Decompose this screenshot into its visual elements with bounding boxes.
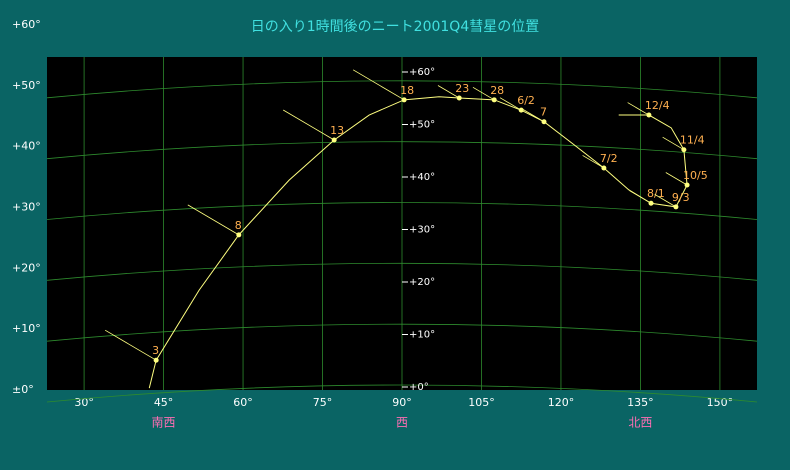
grid-line <box>46 141 758 160</box>
y-tick-label: ±0° <box>12 383 34 396</box>
point <box>153 357 159 363</box>
point-label: 7/2 <box>600 152 618 165</box>
point <box>331 137 337 143</box>
tail <box>104 329 157 361</box>
grid-line <box>46 262 758 281</box>
direction-label: 北西 <box>628 416 652 430</box>
tail <box>665 172 688 186</box>
point <box>518 107 524 113</box>
tail <box>582 155 605 169</box>
tail <box>654 194 677 208</box>
direction-label: 南西 <box>152 415 176 430</box>
grid-line <box>46 202 758 220</box>
inner-tick-label: +60° <box>409 67 435 78</box>
tail <box>187 204 240 236</box>
point-label: 13 <box>330 124 344 137</box>
point <box>646 112 652 118</box>
chart-title: 日の入り1時間後のニート2001Q4彗星の位置 <box>251 19 539 35</box>
point <box>681 147 687 153</box>
y-tick-label: +40° <box>12 140 41 153</box>
inner-tick-label: +20° <box>409 277 435 288</box>
inner-tick-label: +40° <box>409 172 435 183</box>
tail <box>282 109 335 141</box>
point-label: 18 <box>400 84 414 97</box>
grid-line <box>46 323 758 342</box>
point-label: 28 <box>490 84 504 97</box>
x-tick-label: 105° <box>468 396 495 409</box>
inner-tick-label: +0° <box>409 382 429 393</box>
y-tick-label: +10° <box>12 322 41 335</box>
tail <box>662 136 685 151</box>
point-label: 8 <box>235 219 242 232</box>
tail <box>627 102 650 116</box>
point-label: 6/2 <box>517 94 535 107</box>
x-tick-label: 90° <box>392 396 412 409</box>
y-tick-label: +20° <box>12 261 41 274</box>
point-label: 7 <box>540 106 547 119</box>
point <box>541 119 547 125</box>
tail <box>352 69 405 101</box>
x-tick-label: 135° <box>627 396 654 409</box>
tail <box>522 108 545 123</box>
direction-label: 西 <box>396 416 408 430</box>
x-tick-label: 120° <box>548 396 575 409</box>
point <box>456 95 462 101</box>
point-label: 10/5 <box>683 169 708 182</box>
point <box>648 200 654 206</box>
point-label: 8/1 <box>647 187 665 200</box>
tail <box>437 85 460 99</box>
y-tick-label: +30° <box>12 201 41 214</box>
point <box>491 97 497 103</box>
point <box>673 204 679 210</box>
grid-line <box>46 80 758 99</box>
point-label: 3 <box>152 344 159 357</box>
tail <box>499 97 522 111</box>
tail <box>472 86 495 101</box>
y-tick-label: +60° <box>12 18 41 31</box>
point-label: 23 <box>455 82 469 95</box>
point <box>236 232 242 238</box>
tail <box>629 190 652 204</box>
inner-tick-label: +10° <box>409 330 435 341</box>
point <box>601 165 607 171</box>
point-label: 9/3 <box>672 191 690 204</box>
point <box>684 182 690 188</box>
grid-line <box>46 384 758 403</box>
inner-tick-label: +50° <box>409 120 435 131</box>
point-label: 11/4 <box>680 134 705 147</box>
point-label: 12/4 <box>645 99 670 112</box>
x-tick-label: 60° <box>233 396 253 409</box>
inner-tick-label: +30° <box>409 225 435 236</box>
x-tick-label: 45° <box>154 396 174 409</box>
point <box>401 97 407 103</box>
x-tick-label: 75° <box>313 396 333 409</box>
y-tick-label: +50° <box>12 79 41 92</box>
